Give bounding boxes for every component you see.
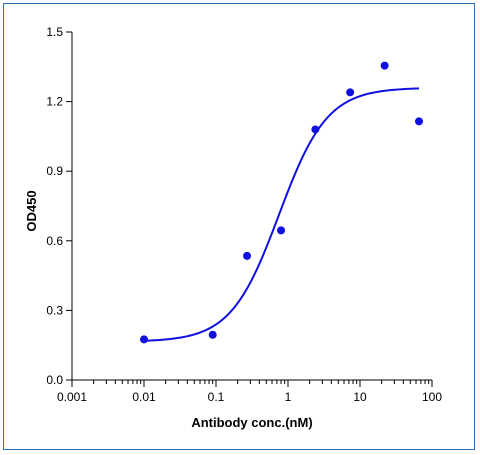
y-tick-label: 0.3 [46,303,63,317]
x-tick-label: 0.01 [132,390,156,404]
fit-curve [143,87,420,342]
data-points-layer [140,61,424,344]
data-point [380,61,389,70]
y-tick-label: 0.0 [46,373,63,387]
data-point [415,117,424,126]
x-axis-title: Antibody conc.(nM) [191,415,312,430]
x-tick-label: 1 [285,390,292,404]
axes: 0.0 0.3 0.6 0.9 1.2 1.5 0.001 0.01 0.1 1 10 100 [46,25,442,404]
data-point [311,125,320,134]
data-point [346,88,355,97]
data-point [208,330,217,339]
x-tick-label: 0.1 [208,390,225,404]
y-tick-label: 0.9 [46,164,63,178]
x-tick-label: 0.001 [57,390,87,404]
fit-curve-layer [143,87,420,342]
y-axis-title: OD450 [24,190,39,231]
y-tick-label: 1.5 [46,25,63,39]
y-tick-label: 0.6 [46,234,63,248]
chart-frame [3,3,475,450]
data-point [140,335,148,344]
y-tick-label: 1.2 [46,95,63,109]
data-point [277,226,286,235]
x-tick-label: 100 [422,390,442,404]
data-point [243,251,252,260]
x-tick-label: 10 [353,390,367,404]
